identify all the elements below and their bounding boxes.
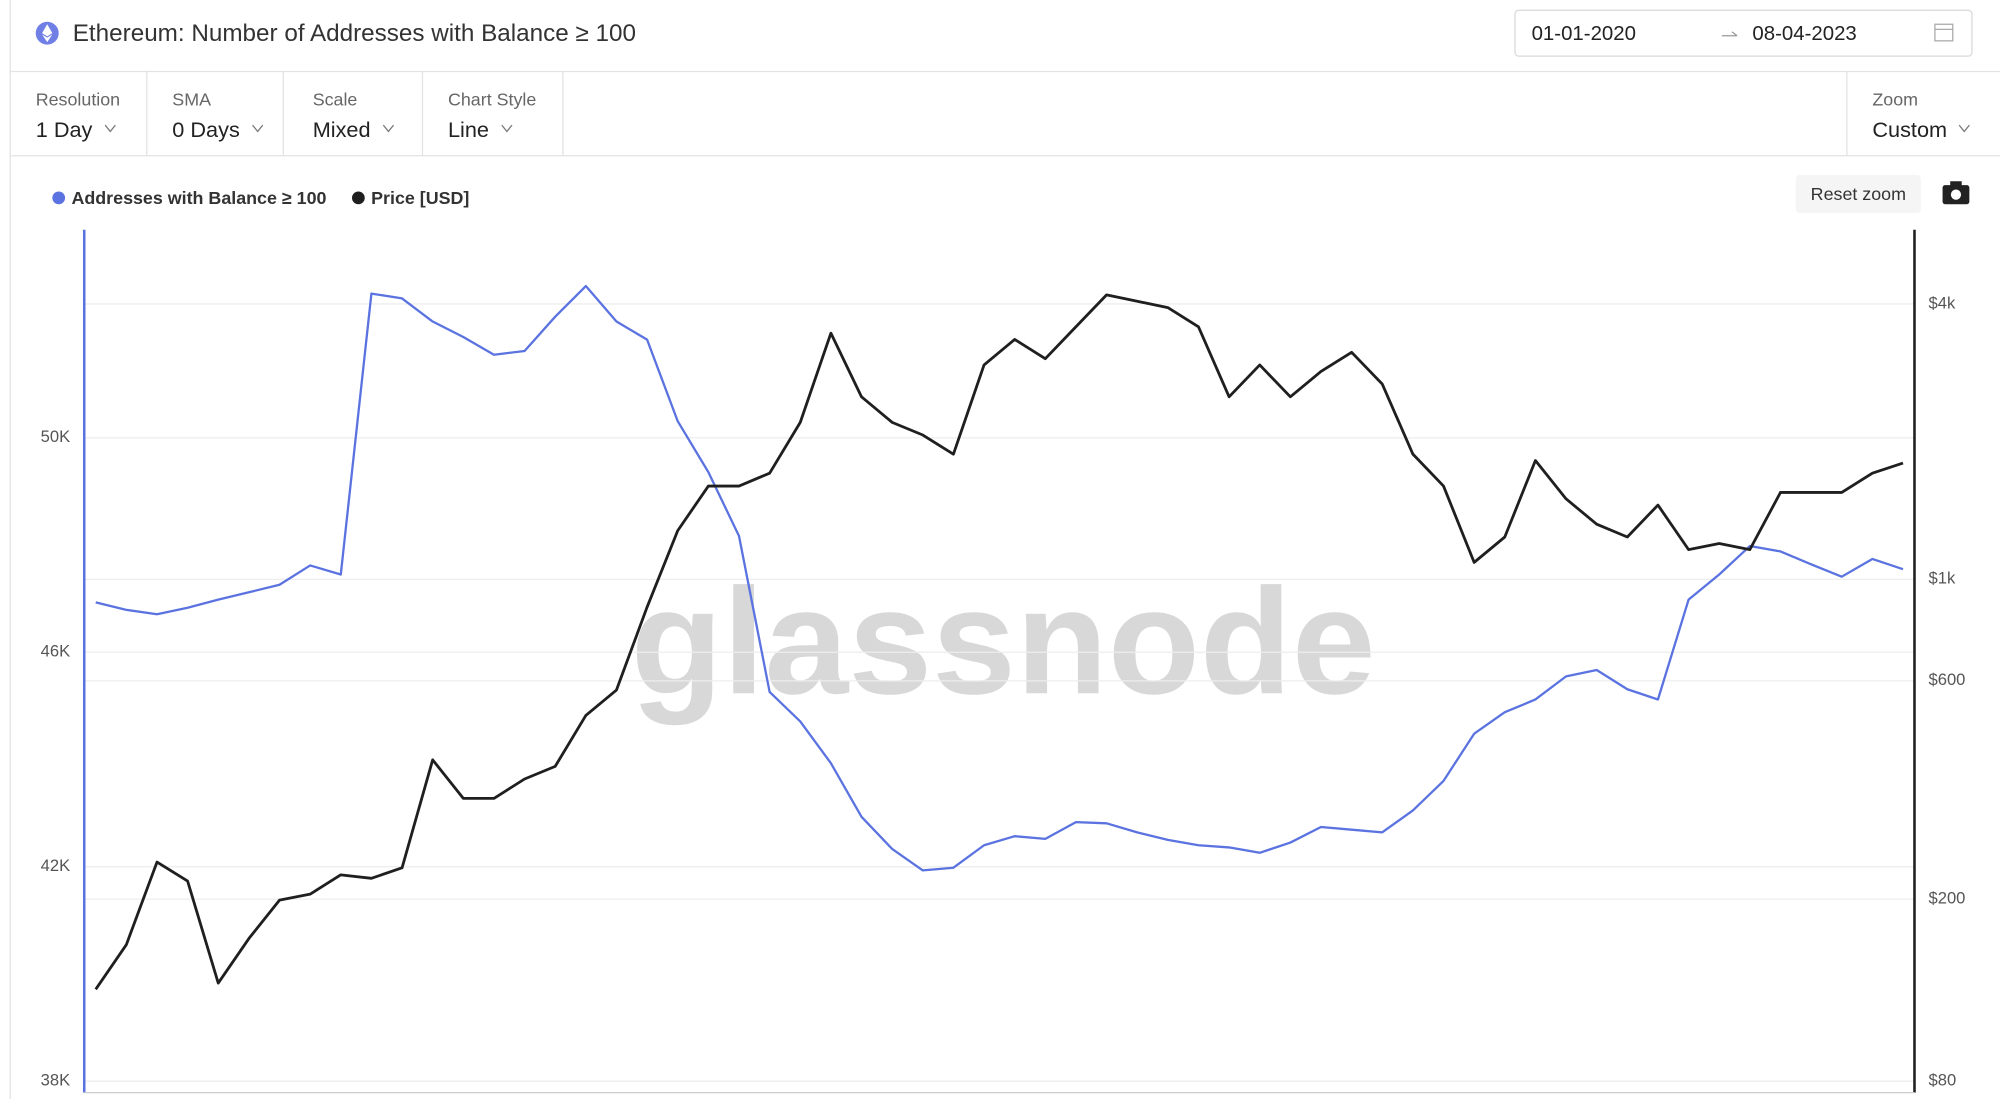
- zoom-label: Zoom: [1872, 90, 1918, 110]
- legend-marker: [52, 191, 66, 205]
- reset-zoom-button[interactable]: [1795, 174, 1921, 214]
- chevron: [1958, 124, 1970, 133]
- control-value[interactable]: 0 Days: [172, 117, 240, 142]
- y-tick-label: 46K: [41, 642, 70, 661]
- chevron: [382, 124, 395, 133]
- eth-glyph: [42, 24, 53, 43]
- y2-tick-label: $600: [1929, 670, 1966, 689]
- control-label: Chart Style: [448, 90, 536, 110]
- chevron: [501, 124, 513, 133]
- chevron: [104, 124, 116, 133]
- date-to[interactable]: 08-04-2023: [1752, 23, 1856, 45]
- camera-top: [1950, 181, 1962, 187]
- reset-zoom-label[interactable]: Reset zoom: [1811, 184, 1906, 204]
- date-range[interactable]: [1514, 9, 1973, 57]
- legend-label[interactable]: Price [USD]: [371, 188, 469, 208]
- control-label: SMA: [172, 90, 211, 110]
- calendar-icon[interactable]: [1934, 23, 1954, 42]
- date-arrow: [1721, 31, 1738, 37]
- page-title: Ethereum: Number of Addresses with Balan…: [73, 20, 636, 47]
- control-label: Resolution: [36, 90, 120, 110]
- y-tick-label: 38K: [41, 1071, 70, 1090]
- series-line: [95, 284, 1904, 872]
- y-tick-label: 50K: [41, 427, 70, 446]
- control-label: Scale: [313, 90, 358, 110]
- y2-tick-label: $80: [1929, 1071, 1957, 1090]
- camera-lens: [1950, 189, 1962, 200]
- y2-tick-label: $200: [1929, 888, 1966, 907]
- y2-tick-label: $4k: [1929, 293, 1956, 312]
- control-value[interactable]: Mixed: [313, 117, 371, 142]
- control-value[interactable]: Line: [448, 117, 489, 142]
- legend-label[interactable]: Addresses with Balance ≥ 100: [71, 188, 326, 208]
- camera-icon[interactable]: [1942, 181, 1970, 205]
- control-value[interactable]: 1 Day: [36, 117, 93, 142]
- chevron: [252, 124, 264, 133]
- date-from[interactable]: 01-01-2020: [1532, 23, 1636, 45]
- legend-marker: [351, 191, 365, 205]
- y-tick-label: 42K: [41, 856, 70, 875]
- series-line: [94, 293, 1904, 991]
- y2-tick-label: $1k: [1929, 569, 1956, 588]
- zoom-value[interactable]: Custom: [1872, 117, 1947, 142]
- watermark: glassnode: [631, 557, 1376, 725]
